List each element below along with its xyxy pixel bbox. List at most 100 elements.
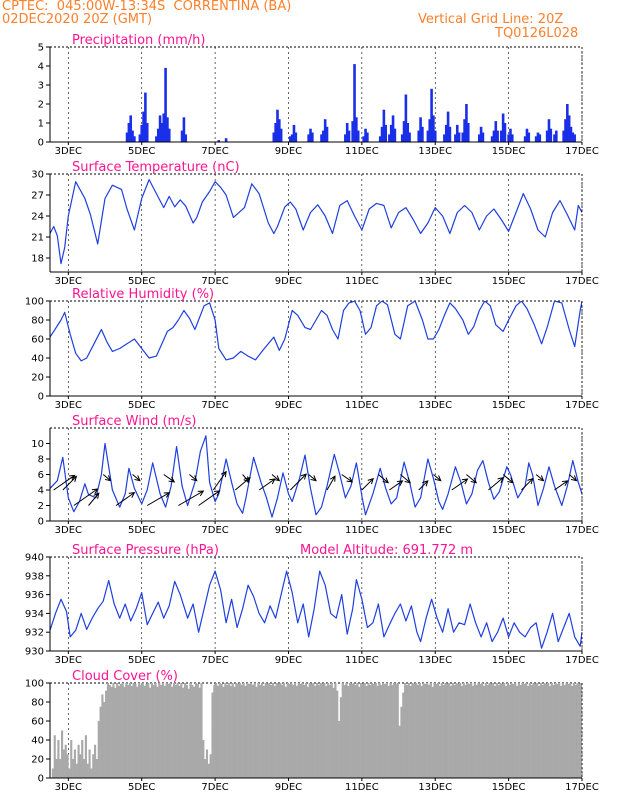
wind-arrow-head-6 — [134, 475, 141, 482]
cloud-bar-155 — [334, 683, 337, 778]
precip-bar-69 — [433, 130, 437, 142]
cloud-bar-165 — [352, 683, 355, 778]
precip-bar-62 — [417, 130, 421, 142]
cloud-bar-181 — [382, 683, 385, 778]
precip-bar-11 — [156, 128, 160, 142]
cloud-bar-65 — [169, 683, 172, 778]
cloud-ytick-label-5: 100 — [25, 679, 44, 690]
cloud-bar-230 — [471, 685, 475, 778]
cloud-bar-244 — [497, 684, 500, 778]
cloud-bar-3 — [55, 759, 58, 778]
temp-ytick-label-3: 27 — [31, 191, 44, 202]
cloud-title: Cloud Cover (%) — [72, 669, 178, 684]
wind-arrow-head-22 — [382, 477, 390, 484]
precip-bar-59 — [404, 94, 408, 142]
precip-bar-82 — [479, 126, 483, 142]
precip-bar-3 — [131, 130, 134, 142]
wind-arrow-head-21 — [367, 477, 374, 485]
rh-panel: 0 20 40 60 80 100 3DEC 5DEC 7DEC 9DEC 11DEC 13DEC 15… — [25, 287, 599, 411]
cloud-bar-49 — [139, 684, 143, 778]
precip-ytick-label-0: 0 — [38, 138, 44, 149]
cloud-bar-280 — [563, 684, 566, 778]
precip-bar-36 — [322, 130, 325, 142]
precip-bar-71 — [444, 124, 448, 142]
precip-xtick-label-3: 9DEC — [275, 146, 302, 157]
rh-ytick-label-4: 80 — [31, 316, 44, 327]
wind-arrow-head-30 — [507, 477, 514, 484]
cloud-bar-201 — [418, 683, 421, 778]
cloud-bar-263 — [532, 683, 535, 778]
rh-xtick-label-0: 3DEC — [55, 400, 82, 411]
cloud-bar-144 — [314, 685, 317, 778]
cloud-bar-158 — [339, 697, 342, 778]
cloud-bar-204 — [424, 683, 427, 778]
precip-xtick-label-5: 13DEC — [418, 146, 452, 157]
cloud-bar-123 — [275, 683, 278, 778]
cloud-bar-187 — [393, 683, 396, 778]
cloud-xtick-label-6: 15DEC — [492, 782, 526, 793]
pressure-series-line — [50, 570, 582, 649]
rh-xtick-label-1: 5DEC — [128, 400, 155, 411]
wind-arrow-head-28 — [470, 477, 478, 484]
precip-bar-86 — [494, 121, 498, 142]
pressure-title: Surface Pressure (hPa) — [72, 543, 219, 558]
cloud-bar-273 — [550, 683, 553, 778]
precip-bar-26 — [278, 119, 281, 142]
cloud-bar-246 — [501, 683, 504, 778]
cloud-bar-190 — [398, 725, 401, 778]
cloud-bar-214 — [442, 684, 445, 778]
rh-series-line — [50, 301, 582, 362]
cloud-bar-72 — [182, 687, 185, 778]
cloud-bar-186 — [391, 684, 394, 778]
cloud-bar-73 — [183, 683, 187, 778]
cloud-bar-272 — [548, 685, 552, 778]
cloud-bar-80 — [196, 683, 199, 778]
wind-arrow-head-11 — [213, 490, 221, 497]
cloud-bar-245 — [499, 683, 502, 778]
cloud-bar-197 — [411, 683, 414, 778]
precip-bar-8 — [144, 92, 147, 142]
cloud-bar-46 — [134, 683, 137, 778]
cloud-bar-215 — [444, 683, 447, 778]
wind-arrow-head-18 — [310, 475, 317, 482]
precip-bar-65 — [426, 130, 430, 142]
cloud-bar-161 — [345, 683, 348, 778]
cloud-bar-118 — [266, 683, 269, 778]
precip-bar-97 — [534, 136, 538, 142]
cloud-bar-41 — [125, 683, 128, 778]
precip-bar-48 — [366, 132, 369, 142]
cloud-bar-206 — [427, 684, 431, 778]
cloud-bar-22 — [90, 768, 93, 778]
rh-ytick-label-5: 100 — [25, 297, 44, 308]
cloud-bar-200 — [416, 684, 420, 778]
cloud-bar-171 — [363, 683, 366, 778]
cloud-bar-39 — [121, 683, 124, 778]
precip-bar-77 — [461, 132, 465, 142]
rh-title: Relative Humidity (%) — [72, 287, 214, 302]
cloud-bar-164 — [350, 683, 353, 778]
cloud-bar-130 — [288, 683, 291, 778]
wind-arrow-shaft-29 — [488, 477, 504, 491]
precip-bar-106 — [564, 119, 567, 142]
cloud-bar-268 — [541, 684, 544, 778]
cloud-bar-175 — [371, 683, 374, 778]
wind-arrow-head-9 — [197, 490, 205, 497]
cloud-bar-174 — [369, 684, 372, 778]
cloud-bar-2 — [53, 735, 56, 778]
cloud-bar-172 — [365, 685, 368, 778]
cloud-bar-217 — [448, 683, 451, 778]
cloud-bar-81 — [198, 687, 201, 778]
cloud-bar-225 — [462, 683, 465, 778]
cloud-bar-45 — [132, 683, 135, 778]
cloud-bar-77 — [191, 684, 194, 778]
cloud-bar-228 — [468, 683, 471, 778]
precip-bar-98 — [536, 132, 540, 142]
precip-bar-1 — [127, 123, 131, 142]
precip-bar-27 — [279, 128, 283, 142]
cloud-panel: 0 20 40 60 80 100 3DEC 5DEC 7DEC 9DEC 11DEC 13DEC 15… — [25, 669, 599, 793]
precip-bar-23 — [272, 132, 276, 142]
cloud-bar-277 — [558, 683, 561, 778]
cloud-bar-68 — [174, 684, 177, 778]
cloud-bar-85 — [205, 749, 209, 778]
